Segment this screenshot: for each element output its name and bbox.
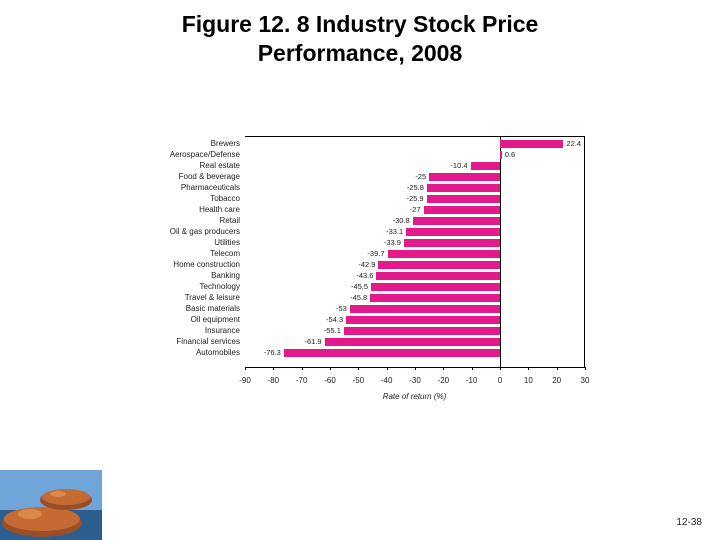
x-tick-label: 10 [524, 376, 533, 385]
title-line-2: Performance, 2008 [258, 40, 463, 66]
x-axis-label: Rate of return (%) [245, 392, 584, 401]
zero-axis-line [500, 137, 501, 367]
category-label: Travel & leisure [185, 293, 240, 303]
category-label: Automobiles [196, 348, 240, 358]
x-tick-mark [358, 367, 359, 370]
chart-bar [427, 184, 500, 192]
x-tick-mark [472, 367, 473, 370]
value-label: -33.1 [386, 227, 403, 237]
chart-container: Rate of return (%) -90 -80 -70 -60 -50 -40 -30… [135, 128, 595, 408]
chart-bar [370, 294, 500, 302]
chart-bar [284, 349, 500, 357]
chart-bar [378, 261, 500, 269]
figure-title: Figure 12. 8 Industry Stock Price Perfor… [0, 0, 720, 68]
title-line-1: Figure 12. 8 Industry Stock Price [182, 11, 539, 37]
value-label: -45.8 [350, 293, 367, 303]
chart-bar [427, 195, 500, 203]
value-label: -61.9 [305, 337, 322, 347]
value-label: -25.9 [407, 194, 424, 204]
category-label: Oil & gas producers [170, 227, 240, 237]
x-tick-label: -40 [381, 376, 393, 385]
value-label: -53 [336, 304, 347, 314]
chart-bar [371, 283, 500, 291]
chart-bar [406, 228, 500, 236]
category-label: Insurance [205, 326, 240, 336]
value-label: -43.6 [356, 271, 373, 281]
value-label: -45.5 [351, 282, 368, 292]
chart-bar [404, 239, 500, 247]
category-label: Real estate [200, 161, 240, 171]
x-tick-label: 20 [552, 376, 561, 385]
category-label: Home construction [173, 260, 240, 270]
chart-plot-area: Rate of return (%) -90-80-70-60-50-40-30… [245, 136, 585, 368]
category-label: Technology [200, 282, 240, 292]
x-tick-mark [585, 367, 586, 370]
x-tick-label: -90 [239, 376, 251, 385]
chart-bar [344, 327, 500, 335]
page-number: 12-38 [676, 517, 702, 528]
chart-bar [413, 217, 500, 225]
category-label: Retail [220, 216, 240, 226]
category-label: Basic materials [186, 304, 240, 314]
x-tick-label: -30 [409, 376, 421, 385]
category-label: Banking [211, 271, 240, 281]
chart-bar [429, 173, 500, 181]
category-label: Telecom [210, 249, 240, 259]
x-tick-mark [528, 367, 529, 370]
x-tick-mark [245, 367, 246, 370]
value-label: -27 [410, 205, 421, 215]
value-label: -25.8 [407, 183, 424, 193]
value-label: -30.8 [393, 216, 410, 226]
value-label: -42.9 [358, 260, 375, 270]
category-label: Oil equipment [191, 315, 240, 325]
value-label: 22.4 [566, 139, 581, 149]
x-tick-mark [387, 367, 388, 370]
value-label: -10.4 [450, 161, 467, 171]
x-tick-mark [500, 367, 501, 370]
chart-bar [388, 250, 500, 258]
x-tick-label: -60 [324, 376, 336, 385]
x-tick-mark [557, 367, 558, 370]
value-label: 0.6 [505, 150, 515, 160]
category-label: Brewers [211, 139, 240, 149]
chart-bar [346, 316, 500, 324]
x-tick-mark [273, 367, 274, 370]
value-label: -55.1 [324, 326, 341, 336]
value-label: -39.7 [367, 249, 384, 259]
x-tick-mark [415, 367, 416, 370]
value-label: -25 [415, 172, 426, 182]
chart-bar [376, 272, 500, 280]
category-label: Pharmaceuticals [181, 183, 240, 193]
x-tick-label: -80 [268, 376, 280, 385]
x-tick-label: -20 [438, 376, 450, 385]
value-label: -76.3 [264, 348, 281, 358]
chart-bar [500, 151, 502, 159]
chart-bar [350, 305, 500, 313]
category-label: Tobacco [210, 194, 240, 204]
x-tick-label: 0 [498, 376, 502, 385]
x-tick-mark [443, 367, 444, 370]
x-tick-label: 30 [581, 376, 590, 385]
decorative-stones-image [0, 470, 102, 540]
category-label: Aerospace/Defense [170, 150, 240, 160]
x-tick-mark [302, 367, 303, 370]
category-label: Utilities [214, 238, 240, 248]
chart-bar [471, 162, 500, 170]
x-tick-label: -10 [466, 376, 478, 385]
category-label: Financial services [176, 337, 240, 347]
x-tick-label: -70 [296, 376, 308, 385]
x-tick-label: -50 [353, 376, 365, 385]
value-label: -54.3 [326, 315, 343, 325]
value-label: -33.9 [384, 238, 401, 248]
x-tick-mark [330, 367, 331, 370]
category-label: Food & beverage [179, 172, 240, 182]
category-label: Health care [199, 205, 240, 215]
chart-bar [500, 140, 563, 148]
chart-bar [325, 338, 500, 346]
chart-bar [424, 206, 501, 214]
